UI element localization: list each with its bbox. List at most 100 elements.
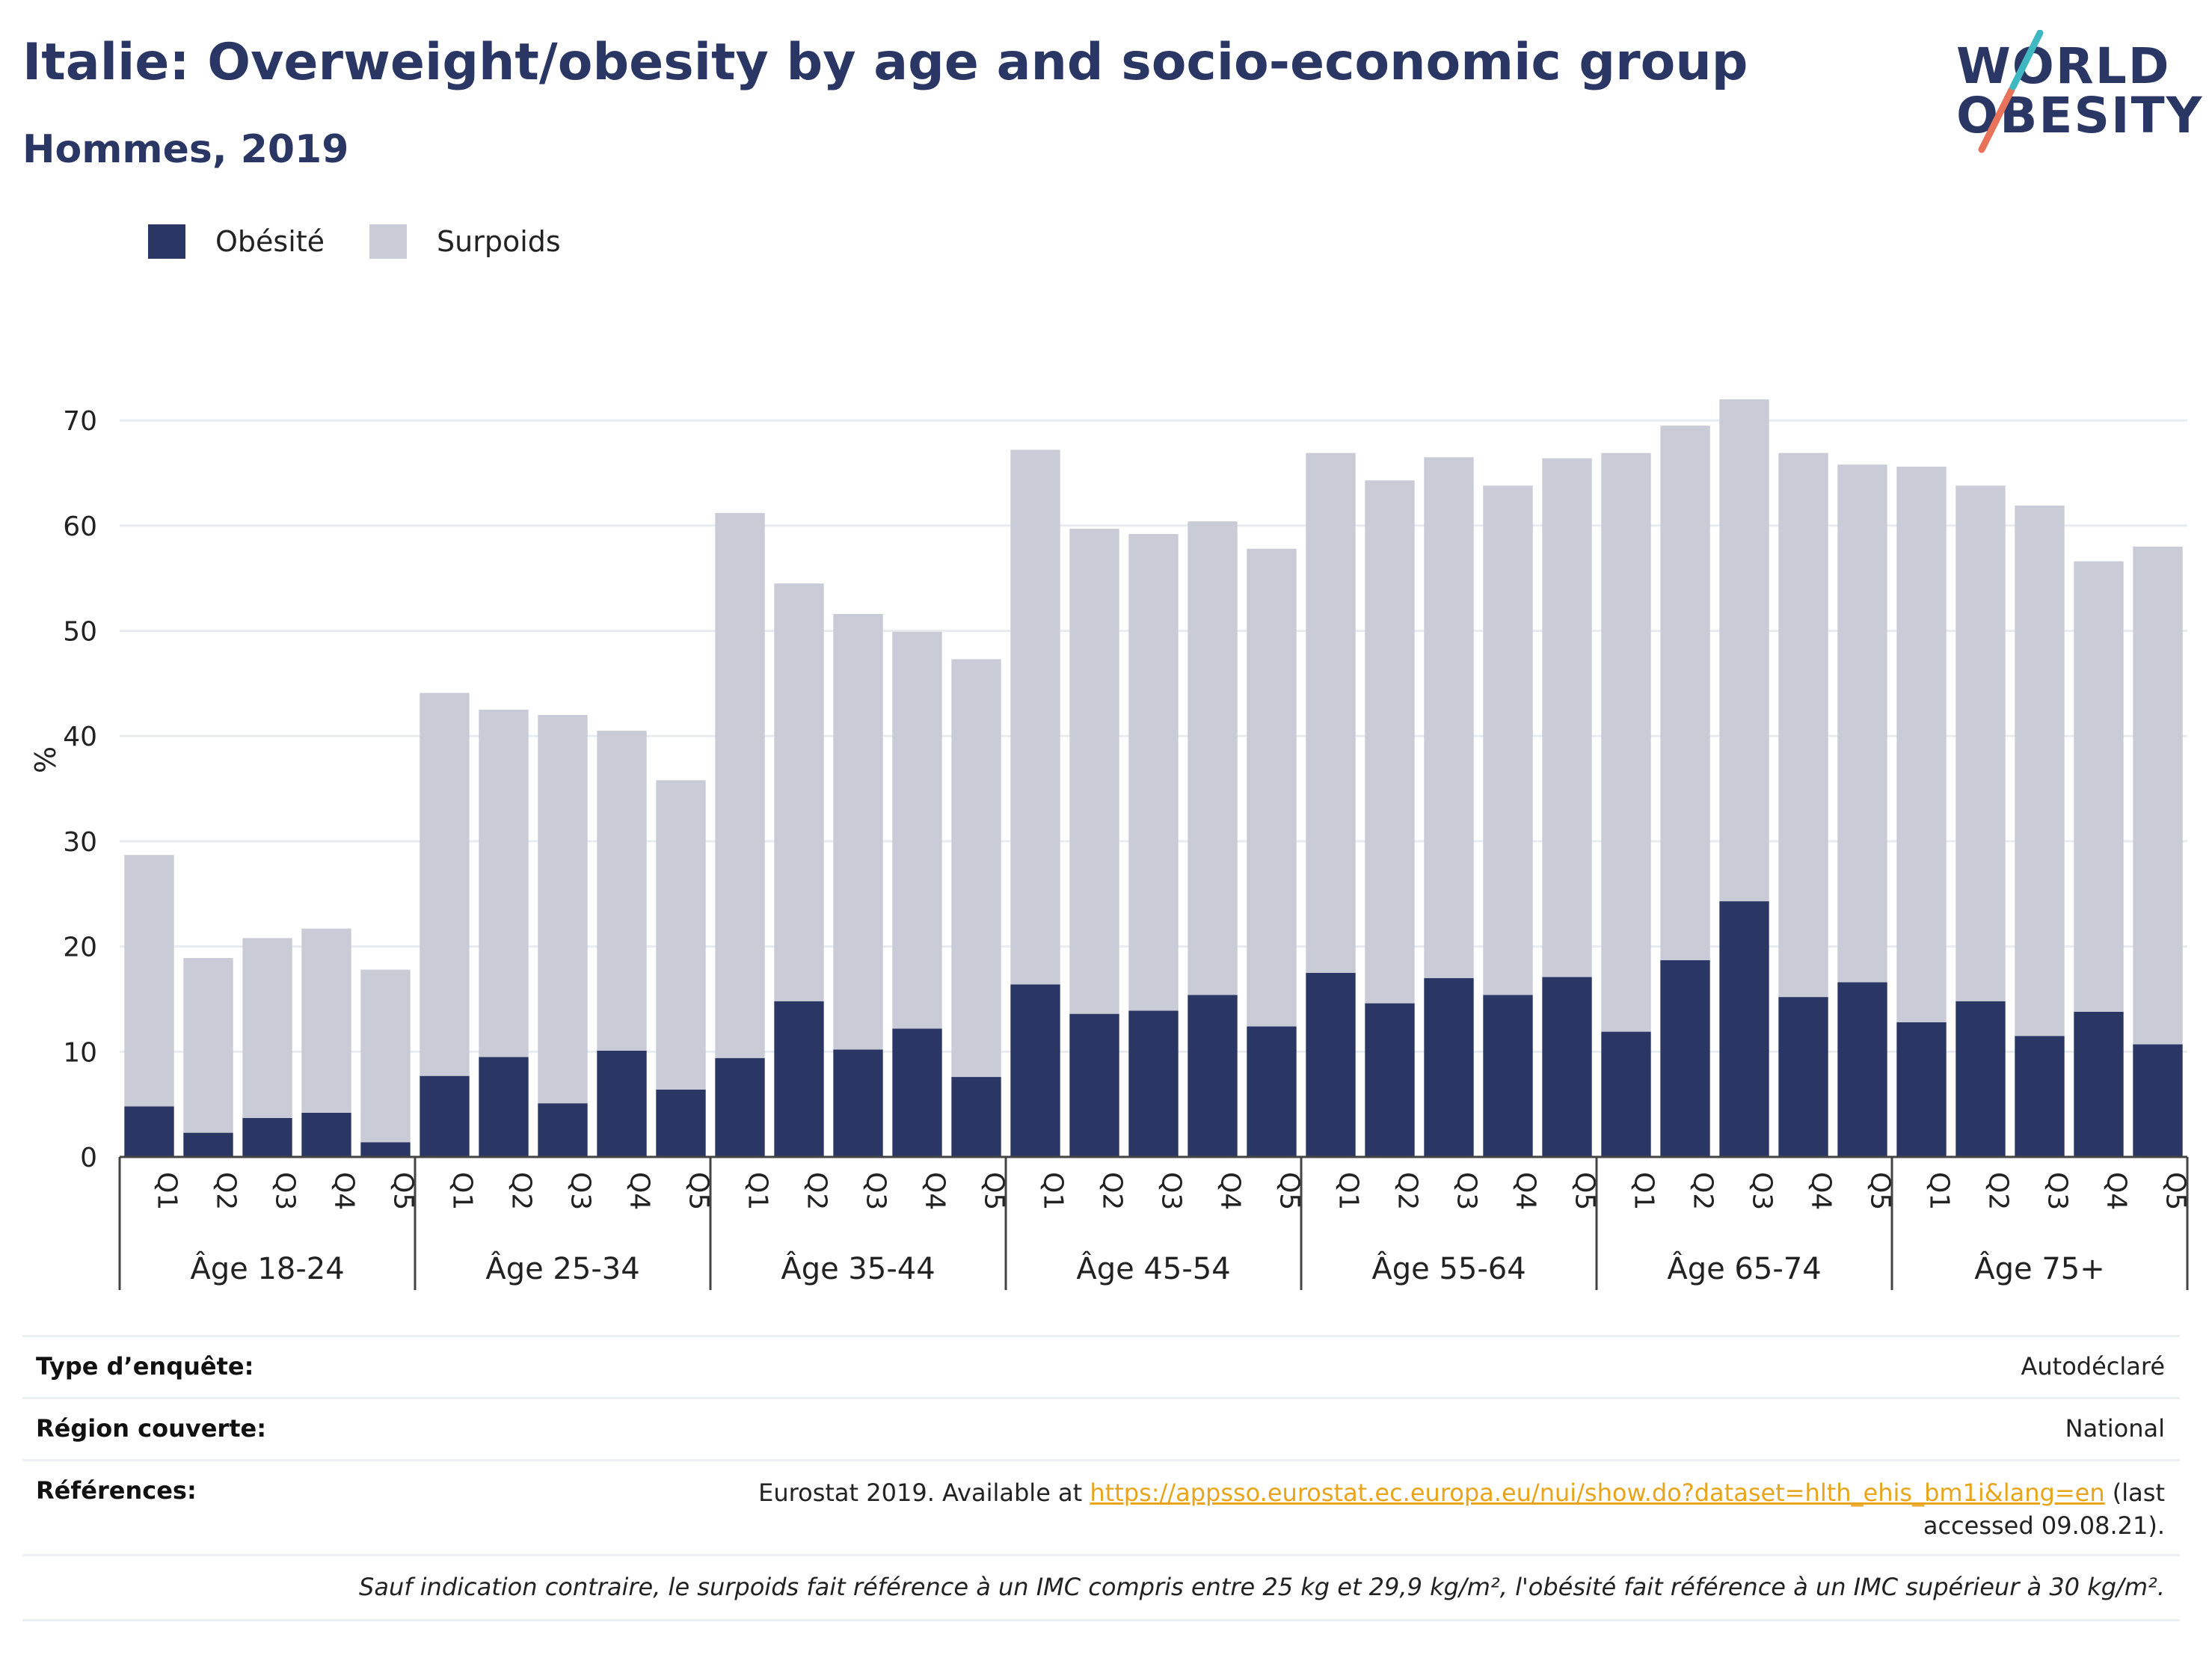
bar-overweight [2074, 561, 2124, 1012]
legend-item-obesity: Obésité [148, 224, 325, 259]
bar-overweight [1188, 521, 1238, 995]
x-tick-label: Q1 [743, 1172, 773, 1210]
bar-overweight [242, 938, 292, 1118]
bar-obesity [774, 1001, 824, 1157]
x-tick-label: Q1 [1924, 1172, 1955, 1210]
survey-type-label: Type d’enquête: [36, 1352, 254, 1381]
bar-obesity [1483, 995, 1533, 1157]
bar-overweight [892, 631, 942, 1029]
x-tick-label: Q4 [920, 1172, 950, 1210]
bar-obesity [1778, 997, 1828, 1157]
group-label: Âge 35-44 [781, 1250, 935, 1286]
bar-obesity [1306, 972, 1356, 1157]
x-tick-label: Q3 [270, 1172, 301, 1210]
x-tick-label: Q3 [2042, 1172, 2073, 1210]
bar-obesity [420, 1075, 470, 1157]
bar-overweight [1837, 464, 1887, 983]
x-tick-label: Q3 [1156, 1172, 1187, 1210]
y-axis-label: % [29, 746, 62, 773]
x-tick-label: Q2 [1688, 1172, 1718, 1210]
y-tick-label: 70 [63, 406, 97, 437]
bar-overweight [1778, 452, 1828, 998]
legend: Obésité Surpoids [148, 223, 606, 260]
bar-overweight [420, 693, 470, 1076]
info-row-region: Région couverte: National [22, 1397, 2180, 1459]
bar-overweight [1424, 457, 1474, 978]
x-tick-label: Q3 [565, 1172, 596, 1210]
bar-overweight [1601, 452, 1651, 1032]
y-tick-label: 50 [63, 617, 97, 648]
definition-note: Sauf indication contraire, le surpoids f… [359, 1573, 2165, 1601]
bar-obesity [360, 1142, 411, 1157]
group-label: Âge 18-24 [190, 1250, 344, 1286]
y-tick-label: 10 [63, 1037, 97, 1068]
legend-swatch-overweight [369, 224, 408, 259]
bar-overweight [1010, 449, 1060, 985]
bar-obesity [1365, 1003, 1415, 1157]
group-label: Âge 65-74 [1667, 1250, 1821, 1286]
bar-overweight [183, 958, 233, 1133]
bar-overweight [656, 780, 706, 1090]
group-label: Âge 55-64 [1371, 1250, 1526, 1286]
x-tick-label: Q2 [506, 1172, 537, 1210]
x-tick-label: Q4 [329, 1172, 360, 1210]
bar-obesity [2015, 1036, 2065, 1157]
bar-overweight [124, 855, 174, 1107]
bar-obesity [1837, 982, 1887, 1157]
bar-obesity [833, 1049, 883, 1157]
x-tick-label: Q1 [447, 1172, 478, 1210]
bar-obesity [951, 1077, 1001, 1157]
x-tick-label: Q1 [1333, 1172, 1364, 1210]
group-label: Âge 45-54 [1076, 1250, 1230, 1286]
bar-overweight [774, 583, 824, 1001]
x-tick-label: Q4 [2101, 1172, 2132, 1210]
bar-obesity [301, 1112, 351, 1157]
x-tick-label: Q4 [1806, 1172, 1837, 1210]
bar-overweight [1660, 426, 1710, 960]
legend-item-overweight: Surpoids [369, 224, 561, 259]
bar-overweight [597, 731, 647, 1051]
x-tick-label: Q5 [1570, 1172, 1600, 1210]
x-tick-label: Q4 [1511, 1172, 1541, 1210]
bar-obesity [1601, 1031, 1651, 1157]
info-row-survey: Type d’enquête: Autodéclaré [22, 1335, 2180, 1397]
legend-swatch-obesity [148, 224, 185, 259]
bar-obesity [1069, 1013, 1119, 1157]
bar-overweight [1069, 529, 1119, 1014]
references-suffix: (last accessed 09.08.21). [1923, 1479, 2165, 1540]
y-tick-label: 40 [63, 722, 97, 752]
bar-overweight [2015, 506, 2065, 1037]
logo-slash-icon [1978, 30, 2044, 153]
bar-overweight [833, 613, 883, 1050]
bar-obesity [124, 1106, 174, 1157]
x-tick-label: Q3 [861, 1172, 891, 1210]
survey-type-value: Autodéclaré [2021, 1352, 2165, 1381]
x-tick-label: Q5 [979, 1172, 1010, 1210]
bar-obesity [656, 1089, 706, 1157]
bar-obesity [1956, 1001, 2006, 1157]
world-obesity-logo: WORLD OBESITY [1944, 30, 2202, 157]
legend-label-obesity: Obésité [215, 225, 325, 258]
bar-obesity [892, 1028, 942, 1157]
bar-obesity [1542, 977, 1592, 1157]
x-tick-label: Q2 [1392, 1172, 1423, 1210]
references-link[interactable]: https://appsso.eurostat.ec.europa.eu/nui… [1090, 1479, 2105, 1507]
x-tick-label: Q2 [211, 1172, 242, 1210]
x-tick-label: Q2 [1983, 1172, 2014, 1210]
bar-obesity [597, 1050, 647, 1157]
x-tick-label: Q2 [1097, 1172, 1128, 1210]
x-tick-label: Q1 [1629, 1172, 1659, 1210]
x-tick-label: Q1 [152, 1172, 182, 1210]
info-table: Type d’enquête: Autodéclaré Région couve… [22, 1335, 2180, 1621]
bar-overweight [951, 659, 1001, 1078]
bar-obesity [1896, 1022, 1947, 1157]
y-tick-label: 60 [63, 512, 97, 542]
y-tick-label: 20 [63, 933, 97, 963]
x-tick-label: Q3 [1451, 1172, 1482, 1210]
bar-overweight [479, 710, 529, 1057]
bar-obesity [1424, 977, 1474, 1157]
bar-obesity [2133, 1044, 2183, 1157]
legend-label-overweight: Surpoids [437, 225, 561, 258]
stacked-bar-chart: 0 10 20 30 40 50 60 70% Q1 Q2 Q3 Q4 Q5 Q1 Q2 Q3 Q4 Q5 Q1 Q2… [29, 399, 2191, 1290]
bar-overweight [301, 928, 351, 1113]
